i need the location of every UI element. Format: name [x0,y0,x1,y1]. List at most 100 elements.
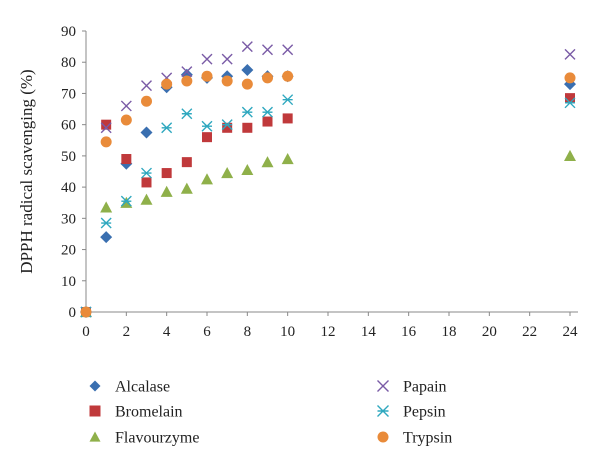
data-point-flavourzyme [201,173,213,185]
legend-item-flavourzyme: Flavourzyme [89,430,199,447]
data-point-bromelain [282,113,293,124]
legend-label-flavourzyme: Flavourzyme [115,430,199,447]
data-point-papain [201,53,213,65]
data-point-papain [241,41,253,53]
x-tick-label: 14 [361,324,377,340]
y-tick-label: 20 [61,243,76,259]
data-point-flavourzyme [140,193,153,205]
data-point-papain [181,66,193,78]
legend-item-trypsin: Trypsin [377,430,452,447]
y-tick-label: 80 [61,55,76,71]
series-flavourzyme [80,149,576,318]
data-point-bromelain [202,132,212,143]
legend-label-bromelain: Bromelain [115,404,183,421]
data-point-pepsin [262,106,273,118]
data-point-flavourzyme [261,156,274,168]
data-point-flavourzyme [241,163,254,176]
data-point-pepsin [564,97,576,109]
data-point-trypsin [282,70,294,82]
legend-item-papain: Papain [377,379,447,396]
data-point-flavourzyme [160,185,173,197]
x-tick-label: 22 [522,324,537,340]
data-point-pepsin [100,217,112,229]
x-tick-label: 24 [563,324,579,340]
x-tick-label: 6 [203,324,211,340]
data-point-trypsin [221,75,233,87]
series-pepsin [80,94,576,318]
data-point-papain [262,44,273,56]
axes-layer [85,31,578,313]
legend-item-pepsin: Pepsin [377,404,446,421]
series-alcalase [80,64,576,318]
x-tick-label: 20 [482,324,497,340]
data-point-trypsin [181,75,193,87]
points-layer [80,41,576,318]
y-axis-title: DPPH radical scavenging (%) [17,69,36,273]
x-tick-label: 2 [123,324,131,340]
legend-item-bromelain: Bromelain [89,404,183,421]
y-tick-label: 30 [61,211,76,227]
legend-item-alcalase: Alcalase [89,379,170,396]
y-tick-label: 50 [61,149,76,165]
data-point-trypsin [201,70,213,82]
data-point-trypsin [262,72,273,84]
series-bromelain [81,93,575,317]
data-point-alcalase [100,231,113,244]
legend-label-pepsin: Pepsin [403,404,446,421]
data-point-pepsin [221,119,233,131]
data-point-alcalase [241,64,254,77]
y-tick-label: 0 [69,305,77,321]
legend-label-alcalase: Alcalase [115,379,170,396]
data-point-bromelain [262,116,273,127]
data-point-pepsin [161,122,173,134]
data-point-bromelain [222,122,233,133]
data-point-flavourzyme [281,153,294,165]
data-point-pepsin [120,195,132,207]
data-point-papain [564,48,576,60]
legend-marker-bromelain [89,405,101,417]
x-tick-label: 18 [442,324,457,340]
data-point-bromelain [565,93,575,104]
legend-marker-flavourzyme [89,431,101,442]
x-tick-label: 10 [280,324,295,340]
y-tick-label: 10 [61,274,76,290]
data-point-pepsin [141,167,152,179]
data-point-papain [100,122,112,134]
x-tick-label: 4 [163,324,171,340]
data-point-bromelain [121,154,132,165]
y-tick-label: 90 [61,24,76,40]
legend-marker-alcalase [89,380,101,392]
x-tick-label: 12 [321,324,336,340]
data-point-trypsin [80,306,92,318]
x-tick-label: 8 [244,324,252,340]
data-point-pepsin [282,94,294,106]
data-point-bromelain [242,122,253,133]
legend: Alcalase Bromelain Flavourzyme Papain Pepsin… [89,379,452,447]
x-tick-label: 0 [82,324,90,340]
data-point-flavourzyme [180,182,193,194]
series-papain [80,41,576,318]
y-tick-label: 40 [61,180,76,196]
data-point-bromelain [141,177,152,188]
legend-label-trypsin: Trypsin [403,430,452,447]
data-point-flavourzyme [564,149,576,161]
x-tick-label: 16 [401,324,417,340]
data-point-pepsin [241,106,253,118]
y-tick-label: 60 [61,118,76,134]
data-point-trypsin [141,95,152,107]
data-point-bromelain [101,119,112,130]
data-point-papain [120,100,132,112]
data-point-bromelain [181,157,192,168]
data-point-trypsin [564,72,576,84]
data-point-pepsin [201,120,213,132]
data-point-bromelain [161,168,172,179]
data-point-trypsin [161,78,173,90]
data-point-trypsin [100,136,112,148]
legend-marker-trypsin [377,431,389,443]
y-tick-label: 70 [61,86,76,102]
legend-marker-pepsin [377,405,389,417]
legend-label-papain: Papain [403,379,447,396]
data-point-flavourzyme [100,201,113,213]
